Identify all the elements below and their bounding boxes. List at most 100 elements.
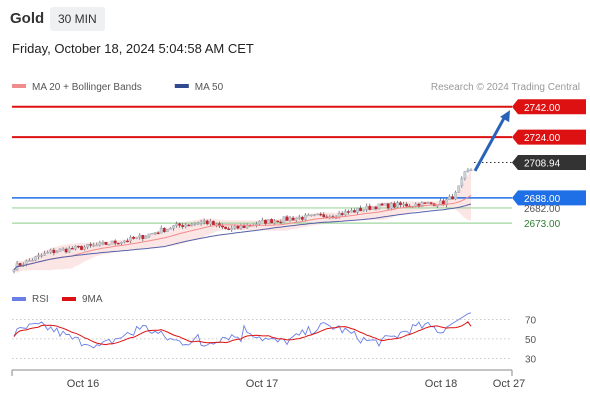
candle-body (267, 219, 270, 224)
candle-body (402, 203, 405, 206)
candle-body (27, 260, 31, 262)
candle-body (135, 236, 139, 239)
price-legend: MA 20 + Bollinger Bands MA 50 (12, 82, 224, 93)
legend-swatch (12, 84, 26, 88)
candle-body (227, 228, 231, 231)
candle-body (276, 220, 280, 223)
candle-body (279, 221, 283, 224)
candle-body (193, 223, 197, 225)
candle-body (389, 203, 393, 209)
candle-body (371, 206, 375, 210)
candle-body (31, 260, 34, 262)
rsi-legend-label: RSI (32, 294, 49, 305)
bollinger-band (14, 170, 471, 273)
candle-body (172, 225, 175, 229)
candle-body (211, 221, 215, 226)
legend-label: MA 20 + Bollinger Bands (32, 82, 142, 93)
candle-body (129, 236, 132, 242)
candle-body (405, 203, 408, 207)
candle-body (285, 216, 289, 221)
candle-body (310, 214, 313, 216)
candle-body (383, 203, 387, 206)
candle-body (270, 219, 274, 224)
candle-body (273, 220, 277, 224)
candle-body (460, 178, 464, 186)
candle-body (466, 170, 470, 172)
candle-body (322, 214, 326, 218)
candle-body (138, 235, 142, 238)
candle-body (55, 251, 59, 253)
candle-body (343, 211, 347, 216)
candle-body (92, 244, 96, 247)
candle-body (175, 223, 178, 226)
candle-body (116, 242, 120, 245)
chart-header: Gold 30 MIN (0, 0, 590, 36)
candle-body (356, 207, 359, 213)
forecast-arrow-shaft (473, 117, 506, 172)
candle-body (132, 236, 136, 239)
candle-body (40, 255, 44, 257)
candle-body (104, 242, 108, 245)
candle-body (257, 221, 261, 225)
level-tag-2688.00 (512, 190, 586, 206)
candle-body (300, 217, 304, 220)
level-tag-text-2724.00: 2724.00 (524, 133, 561, 144)
candle-body (67, 248, 71, 253)
level-tag-2724.00 (512, 129, 586, 145)
candle-body (159, 228, 163, 234)
candle-body (208, 221, 212, 225)
candle-body (123, 240, 126, 243)
candle-body (230, 227, 234, 231)
level-tag-text-2708.94: 2708.94 (524, 159, 561, 170)
level-label-2682.00: 2682.00 (524, 204, 561, 215)
candle-body (196, 223, 200, 225)
candle-body (359, 207, 362, 212)
level-tag-2708.94 (512, 155, 586, 171)
bollinger-band-area (14, 170, 471, 273)
ma50-line (13, 203, 472, 270)
candle-body (242, 225, 246, 228)
timeframe-button[interactable]: 30 MIN (50, 7, 105, 31)
candle-body (349, 210, 353, 213)
candle-body (420, 202, 424, 207)
candle-body (169, 228, 172, 230)
candle-body (12, 269, 16, 272)
candle-body (77, 245, 80, 248)
candle-body (426, 202, 430, 204)
moving-averages (13, 162, 512, 270)
candle-body (83, 246, 86, 250)
candle-body (141, 235, 145, 239)
candle-body (95, 244, 99, 247)
candle-body (165, 228, 169, 233)
rsi-legend-swatch (62, 297, 76, 301)
candle-body (316, 213, 320, 216)
candle-body (70, 248, 74, 250)
rsi-panel: RSI 9MA 70 50 30 (12, 294, 537, 365)
candle-body (110, 240, 114, 245)
candle-body (46, 252, 50, 254)
candle-body (294, 218, 298, 221)
rsi-tick-label: 30 (525, 354, 537, 365)
candle-body (374, 206, 378, 210)
candle-body (58, 249, 62, 252)
candle-body (205, 220, 209, 225)
candle-body (150, 233, 154, 235)
candle-body (319, 213, 323, 216)
candle-body (101, 242, 105, 244)
candle-body (162, 228, 166, 233)
candle-body (18, 263, 22, 266)
forecast-arrow-head (500, 110, 510, 123)
level-tag-text-2742.00: 2742.00 (524, 103, 561, 114)
candle-body (199, 221, 203, 224)
legend-label: MA 50 (195, 82, 224, 93)
candle-body (113, 240, 117, 244)
candle-body (395, 202, 399, 208)
x-tick-label: Oct 18 (425, 378, 457, 390)
level-tag-text-2688.00: 2688.00 (524, 194, 561, 205)
candle-body (52, 249, 56, 253)
candle-body (147, 233, 151, 237)
candle-body (423, 202, 427, 204)
candle-body (184, 224, 188, 227)
x-tick-label: Oct 27 (493, 378, 525, 390)
